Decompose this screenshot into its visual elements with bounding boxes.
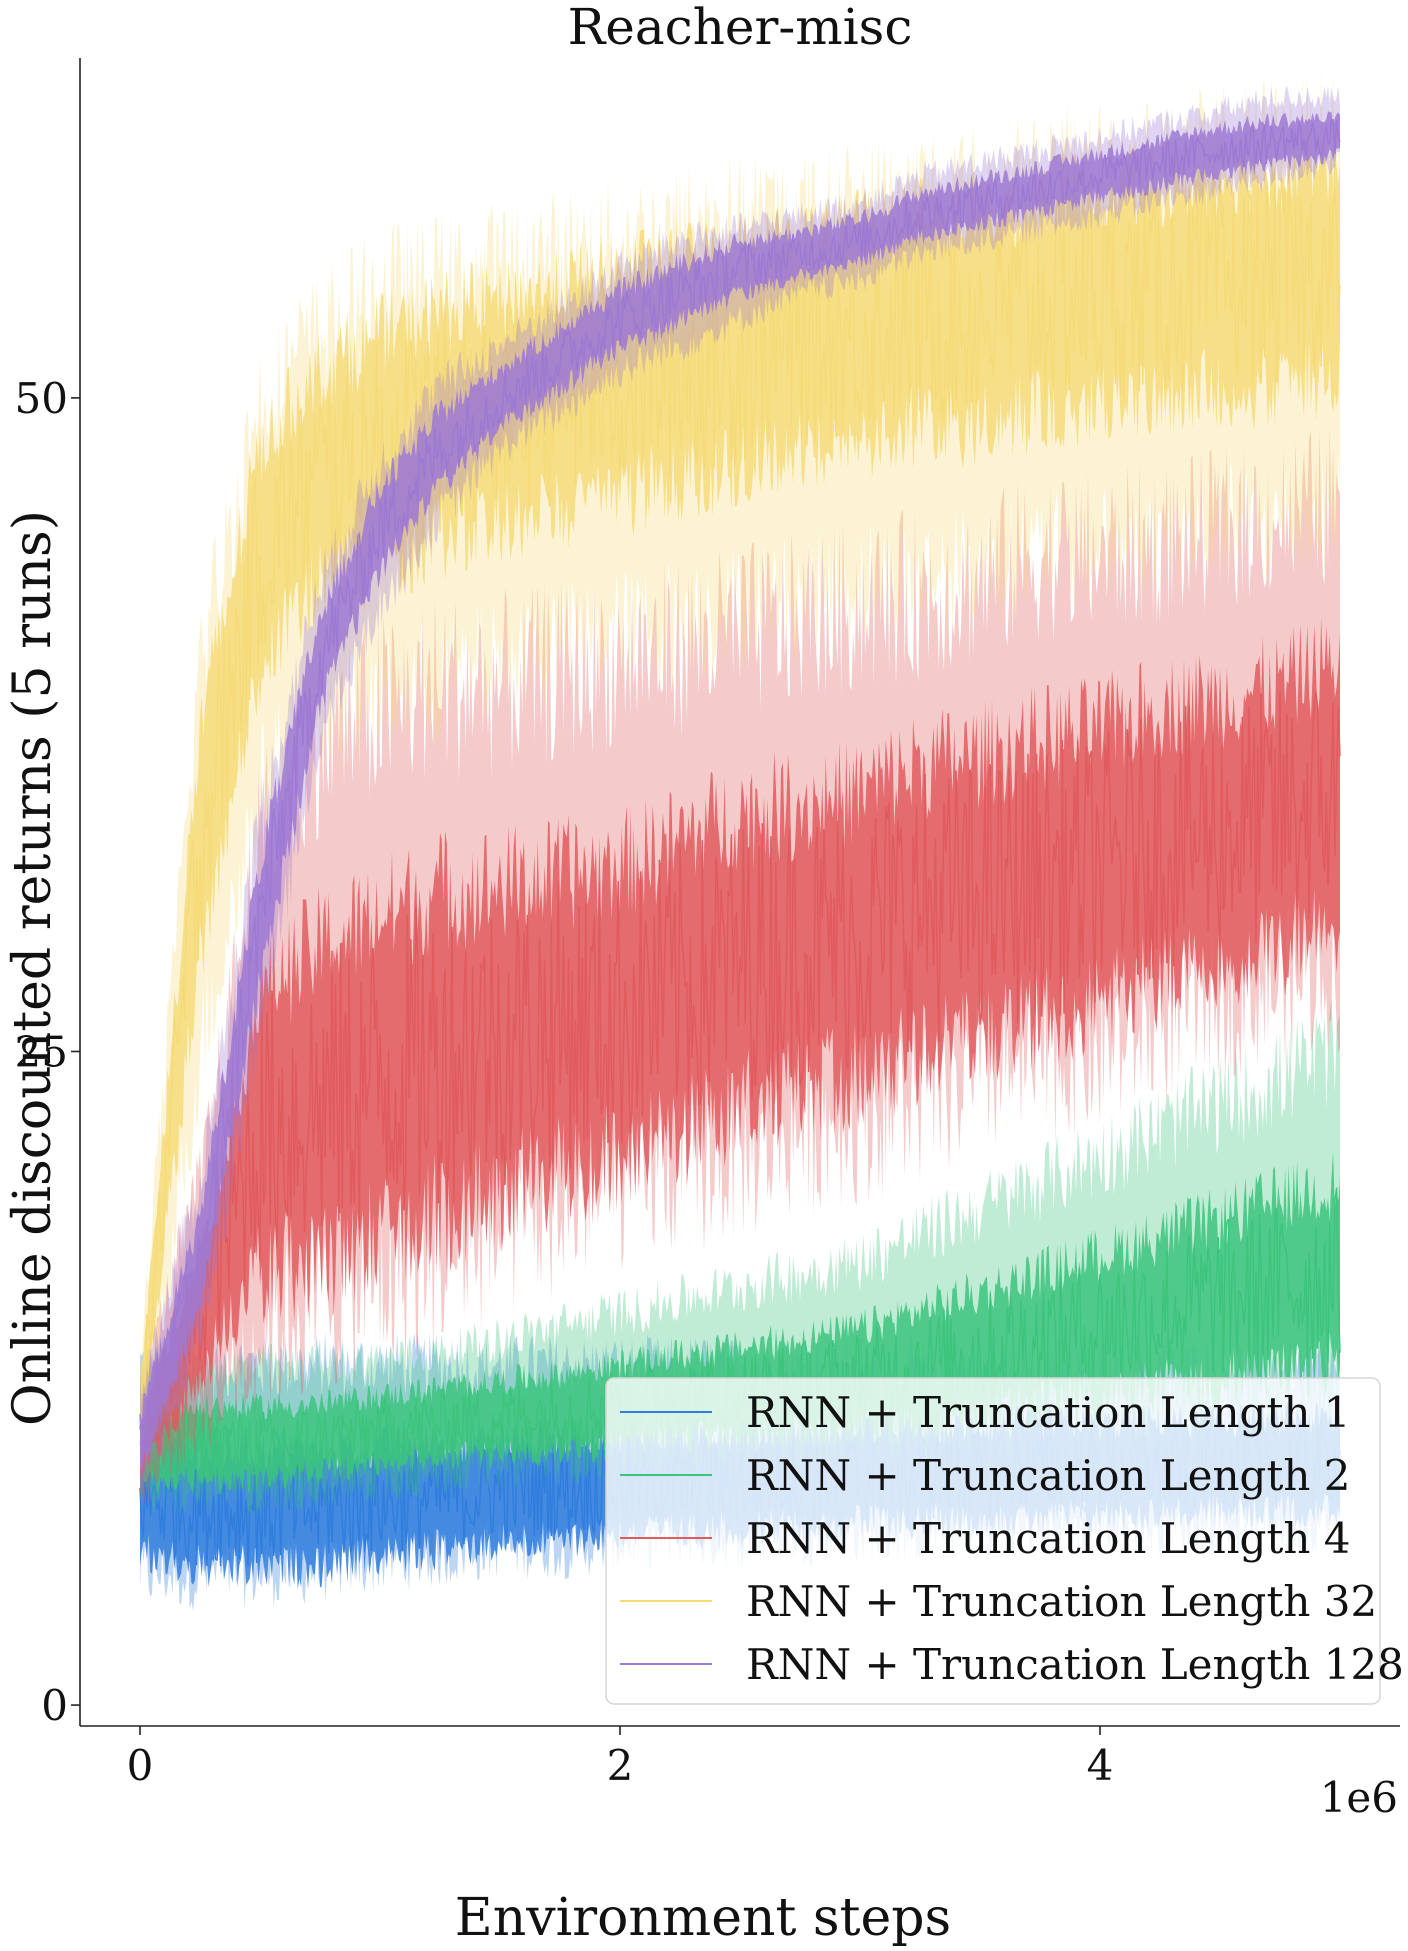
legend-box <box>605 1377 1381 1705</box>
legend-label: RNN + Truncation Length 32 <box>746 1577 1377 1626</box>
legend-label: RNN + Truncation Length 4 <box>746 1514 1350 1563</box>
x-axis-label: Environment steps <box>455 1888 951 1948</box>
y-axis-label: Online discounted returns (5 runs) <box>3 510 63 1426</box>
ticks: 0 2 4 0 25 50 <box>15 374 1114 1790</box>
legend: RNN + Truncation Length 1 RNN + Truncatio… <box>605 1377 1404 1705</box>
series-line <box>139 119 1341 1446</box>
series-line <box>139 172 1341 1445</box>
x-tick-label: 0 <box>127 1741 154 1790</box>
y-tick-label: 0 <box>41 1681 68 1730</box>
axes <box>79 58 1400 1727</box>
x-tick-label: 4 <box>1087 1741 1114 1790</box>
legend-label: RNN + Truncation Length 1 <box>746 1388 1350 1437</box>
chart-title: Reacher-misc <box>568 0 913 56</box>
series-3 <box>139 426 1341 1511</box>
series-core-band <box>140 111 1340 1473</box>
x-axis-scale-label: 1e6 <box>1320 1773 1398 1822</box>
series-line <box>139 692 1341 1457</box>
series-5 <box>139 85 1341 1495</box>
y-tick-label: 25 <box>15 1027 68 1076</box>
x-tick-label: 2 <box>607 1741 634 1790</box>
legend-label: RNN + Truncation Length 2 <box>746 1451 1350 1500</box>
y-tick-label: 50 <box>15 374 68 423</box>
legend-label: RNN + Truncation Length 128 <box>746 1640 1404 1689</box>
